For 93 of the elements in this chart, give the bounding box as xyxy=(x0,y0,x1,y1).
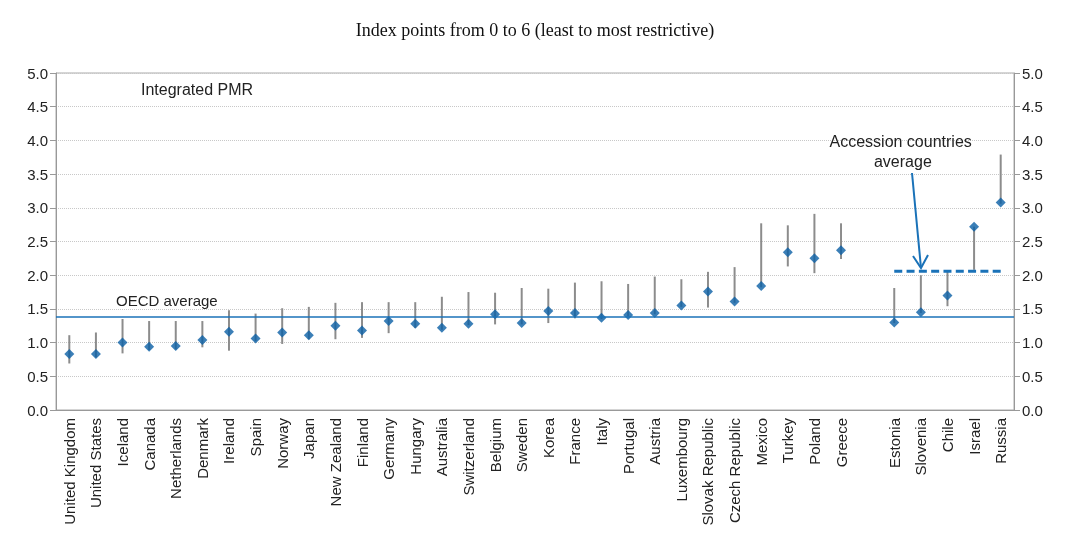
annotation: Integrated PMR xyxy=(141,80,254,98)
x-tick-label: Italy xyxy=(593,417,611,446)
x-tick-label: New Zealand xyxy=(326,418,344,507)
point xyxy=(756,280,767,291)
point xyxy=(117,337,128,348)
point xyxy=(223,326,234,337)
point xyxy=(676,300,687,311)
x-tick-label: France xyxy=(566,418,584,465)
x-tick-label: Sweden xyxy=(513,418,531,473)
point xyxy=(303,330,314,341)
y2-tick-label: 3.5 xyxy=(1022,165,1043,183)
y2-tick-label: 0.5 xyxy=(1022,367,1043,385)
point xyxy=(782,247,793,258)
point xyxy=(357,325,368,336)
y-tick-label: 4.5 xyxy=(27,98,48,116)
point xyxy=(995,197,1006,208)
y-tick-label: 5.0 xyxy=(27,64,48,82)
y2-tick-label: 2.0 xyxy=(1022,266,1043,284)
point xyxy=(250,333,261,344)
y-tick-label: 4.0 xyxy=(27,131,48,149)
point xyxy=(277,327,288,338)
point xyxy=(889,317,900,328)
x-tick-label: Czech Republic xyxy=(726,417,744,524)
x-tick-label: Hungary xyxy=(406,417,424,475)
x-tick-label: Slovak Republic xyxy=(699,417,717,526)
x-tick-label: Poland xyxy=(805,418,823,465)
y-tick-label: 0.0 xyxy=(27,401,48,419)
y2-tick-label: 1.0 xyxy=(1022,334,1043,352)
point xyxy=(915,307,926,318)
y2-tick-label: 3.0 xyxy=(1022,199,1043,217)
chart-title: Index points from 0 to 6 (least to most restrictive) xyxy=(355,20,715,41)
x-tick-label: Norway xyxy=(273,417,291,469)
y-tick-label: 0.5 xyxy=(27,367,48,385)
point xyxy=(90,349,101,360)
x-tick-label: Netherlands xyxy=(167,418,185,499)
x-tick-label: Denmark xyxy=(193,417,211,479)
point xyxy=(144,341,155,352)
ref-line-label: OECD average xyxy=(116,292,218,310)
point xyxy=(64,349,75,360)
x-tick-label: Turkey xyxy=(779,417,797,464)
y2-tick-label: 2.5 xyxy=(1022,233,1043,250)
point xyxy=(942,290,953,301)
point xyxy=(170,340,181,351)
point xyxy=(649,307,660,318)
x-tick-label: Belgium xyxy=(486,418,504,473)
x-tick-label: United Kingdom xyxy=(60,418,78,525)
x-tick-label: Chile xyxy=(938,418,956,453)
y2-tick-label: 1.5 xyxy=(1022,300,1043,318)
point xyxy=(836,245,847,256)
x-tick-label: Mexico xyxy=(752,418,770,466)
y2-tick-label: 0.0 xyxy=(1022,401,1043,419)
point xyxy=(569,307,580,318)
y-tick-label: 2.0 xyxy=(27,266,48,284)
x-tick-label: Japan xyxy=(300,418,318,459)
x-tick-label: United States xyxy=(87,418,105,509)
y-tick-label: 2.5 xyxy=(27,233,48,250)
x-tick-label: Spain xyxy=(247,418,265,457)
point xyxy=(702,286,713,297)
y2-tick-label: 4.5 xyxy=(1022,98,1043,116)
point xyxy=(729,296,740,307)
y-tick-label: 3.0 xyxy=(27,199,48,217)
x-tick-label: Ireland xyxy=(220,418,238,464)
point xyxy=(809,253,820,264)
y2-tick-label: 5.0 xyxy=(1022,64,1043,82)
x-tick-label: Greece xyxy=(832,418,850,468)
x-tick-label: Luxembourg xyxy=(672,418,690,502)
point xyxy=(383,316,394,327)
y-tick-label: 1.5 xyxy=(27,300,48,318)
point xyxy=(516,318,527,329)
point xyxy=(330,320,341,331)
point xyxy=(543,305,554,316)
point xyxy=(197,334,208,345)
y-tick-label: 3.5 xyxy=(27,165,48,183)
x-tick-label: Portugal xyxy=(619,418,637,474)
x-tick-label: Australia xyxy=(433,417,451,477)
point xyxy=(463,318,474,329)
point xyxy=(436,322,447,333)
x-tick-label: Iceland xyxy=(114,418,132,467)
y-tick-label: 1.0 xyxy=(27,334,48,352)
x-tick-label: Slovenia xyxy=(912,417,930,476)
x-tick-label: Korea xyxy=(539,417,557,459)
point xyxy=(410,318,421,329)
annotation: Accession countries average xyxy=(829,132,977,170)
x-tick-label: Switzerland xyxy=(459,418,477,496)
x-tick-label: Germany xyxy=(380,417,398,480)
x-tick-label: Israel xyxy=(965,418,983,455)
x-tick-label: Russia xyxy=(992,417,1010,464)
x-tick-label: Estonia xyxy=(885,417,903,469)
point xyxy=(969,221,980,232)
y2-tick-label: 4.0 xyxy=(1022,131,1043,149)
x-tick-label: Austria xyxy=(646,417,664,465)
x-tick-label: Finland xyxy=(353,418,371,468)
x-tick-label: Canada xyxy=(140,417,158,471)
